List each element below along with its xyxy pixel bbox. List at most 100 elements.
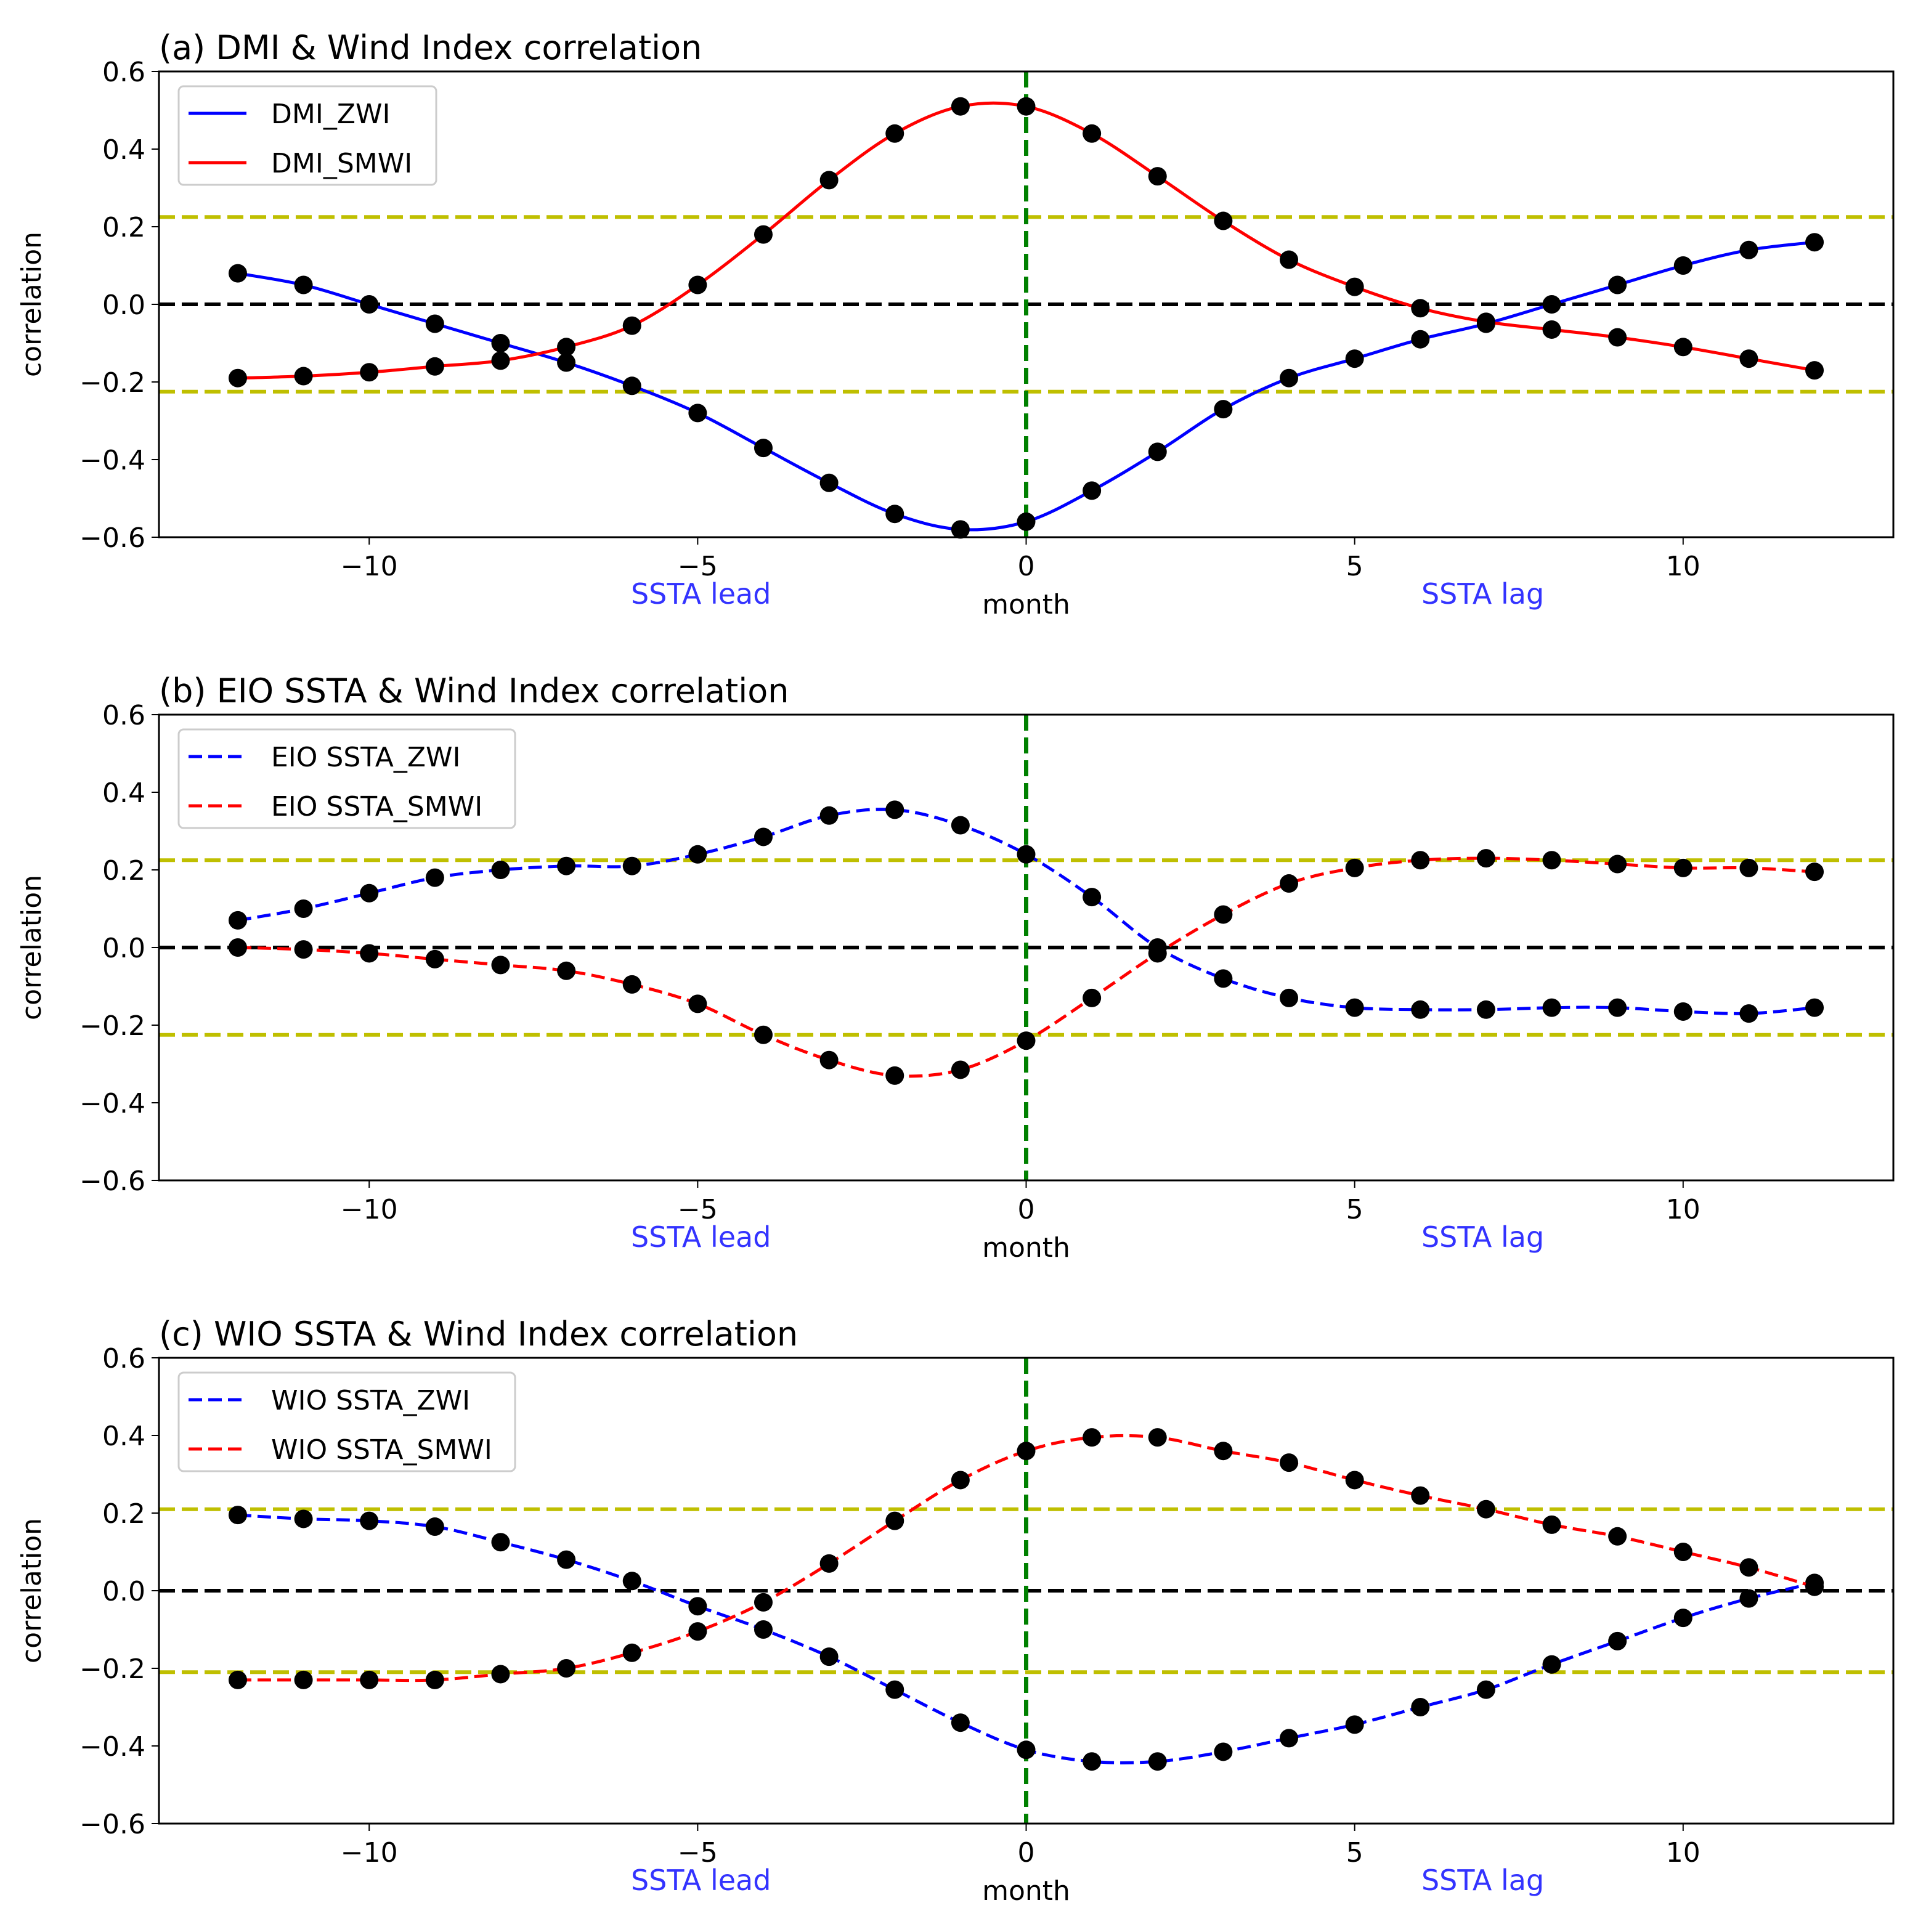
data-point bbox=[1214, 1442, 1233, 1461]
data-point bbox=[1608, 275, 1627, 294]
data-point bbox=[951, 97, 970, 116]
data-point bbox=[1083, 481, 1102, 500]
y-tick-label: 0.0 bbox=[102, 290, 145, 321]
legend-label: WIO SSTA_SMWI bbox=[271, 1434, 492, 1466]
data-point bbox=[425, 1517, 444, 1536]
data-point bbox=[819, 806, 839, 825]
x-tick-label: 10 bbox=[1666, 1837, 1701, 1869]
y-axis-label: correlation bbox=[16, 875, 47, 1020]
x-tick-label: 5 bbox=[1346, 1194, 1363, 1225]
legend-label: DMI_ZWI bbox=[271, 99, 390, 130]
data-point bbox=[1542, 1655, 1561, 1674]
data-point bbox=[1411, 851, 1430, 870]
data-point bbox=[1280, 1729, 1299, 1748]
data-point bbox=[1805, 862, 1824, 882]
data-point bbox=[951, 1713, 970, 1732]
data-point bbox=[1673, 1609, 1692, 1628]
data-point bbox=[1673, 858, 1692, 877]
y-tick-label: 0.2 bbox=[102, 1498, 145, 1530]
legend-label: EIO SSTA_ZWI bbox=[271, 742, 460, 773]
x-tick-label: −5 bbox=[678, 1194, 718, 1225]
data-point bbox=[1280, 368, 1299, 388]
data-point bbox=[622, 376, 641, 396]
data-point bbox=[425, 1670, 444, 1689]
annotation-ssta-lead: SSTA lead bbox=[631, 1220, 771, 1254]
axes-frame bbox=[158, 1357, 1895, 1825]
data-point bbox=[1280, 1453, 1299, 1472]
x-tick-label: 10 bbox=[1666, 1194, 1701, 1225]
data-point bbox=[1017, 97, 1036, 116]
data-point bbox=[1805, 1577, 1824, 1596]
data-point bbox=[1476, 849, 1495, 868]
data-point bbox=[1148, 1752, 1167, 1771]
annotation-ssta-lag: SSTA lag bbox=[1421, 577, 1544, 611]
data-point bbox=[688, 845, 707, 864]
data-point bbox=[951, 816, 970, 835]
data-point bbox=[228, 938, 247, 957]
data-point bbox=[1214, 1742, 1233, 1761]
data-point bbox=[754, 1593, 773, 1612]
data-point bbox=[491, 1665, 510, 1684]
data-point bbox=[1411, 1698, 1430, 1716]
data-point bbox=[885, 800, 904, 819]
data-point bbox=[1805, 361, 1824, 380]
data-point bbox=[1280, 988, 1299, 1007]
data-point bbox=[360, 295, 379, 314]
data-point bbox=[294, 899, 313, 918]
data-point bbox=[1673, 1002, 1692, 1021]
data-point bbox=[951, 1060, 970, 1079]
panel-a: (a) DMI & Wind Index correlation correlat… bbox=[16, 28, 1895, 620]
data-point bbox=[1739, 240, 1758, 259]
data-point bbox=[1214, 905, 1233, 924]
legend-label: WIO SSTA_ZWI bbox=[271, 1385, 470, 1416]
data-point bbox=[1542, 1515, 1561, 1534]
legend: DMI_ZWI DMI_SMWI bbox=[177, 85, 437, 186]
data-point bbox=[1476, 312, 1495, 331]
data-point bbox=[1083, 888, 1102, 907]
chart-title: (a) DMI & Wind Index correlation bbox=[159, 28, 702, 67]
data-point bbox=[754, 827, 773, 846]
x-tick-label: 0 bbox=[1018, 1194, 1035, 1225]
data-point bbox=[1017, 1031, 1036, 1050]
y-tick-label: 0.6 bbox=[102, 57, 145, 88]
annotation-ssta-lag: SSTA lag bbox=[1421, 1864, 1544, 1897]
data-point bbox=[491, 351, 510, 370]
y-tick-label: 0.6 bbox=[102, 700, 145, 731]
data-point bbox=[1345, 858, 1364, 877]
data-point bbox=[1017, 845, 1036, 864]
data-point bbox=[688, 994, 707, 1013]
data-point bbox=[491, 1533, 510, 1552]
annotation-ssta-lead: SSTA lead bbox=[631, 1864, 771, 1897]
data-point bbox=[1542, 320, 1561, 339]
data-point bbox=[1476, 1000, 1495, 1019]
legend-label: DMI_SMWI bbox=[271, 148, 412, 179]
x-tick-label: −5 bbox=[678, 1837, 718, 1869]
data-point bbox=[1542, 295, 1561, 314]
axes-frame bbox=[158, 713, 1895, 1182]
data-point bbox=[1017, 1740, 1036, 1760]
legend-box bbox=[177, 85, 437, 186]
y-tick-label: −0.4 bbox=[79, 445, 145, 476]
data-point bbox=[557, 338, 576, 357]
annotation-ssta-lag: SSTA lag bbox=[1421, 1220, 1544, 1254]
data-point bbox=[1739, 1558, 1758, 1577]
y-tick-label: −0.2 bbox=[79, 367, 145, 399]
data-point bbox=[622, 316, 641, 335]
data-point bbox=[1017, 512, 1036, 531]
data-point bbox=[754, 439, 773, 458]
data-point bbox=[557, 1550, 576, 1569]
x-tick-label: −10 bbox=[341, 551, 398, 582]
data-point bbox=[688, 1622, 707, 1641]
data-point bbox=[425, 357, 444, 376]
y-tick-label: −0.6 bbox=[79, 1809, 145, 1840]
data-point bbox=[228, 368, 247, 388]
data-point bbox=[425, 949, 444, 968]
data-point bbox=[360, 363, 379, 382]
data-point bbox=[1345, 1471, 1364, 1490]
x-tick-label: −10 bbox=[341, 1837, 398, 1869]
y-tick-label: 0.2 bbox=[102, 212, 145, 243]
data-point bbox=[885, 1680, 904, 1699]
data-point bbox=[1739, 1589, 1758, 1608]
panel-c: (c) WIO SSTA & Wind Index correlation cor… bbox=[16, 1315, 1895, 1907]
